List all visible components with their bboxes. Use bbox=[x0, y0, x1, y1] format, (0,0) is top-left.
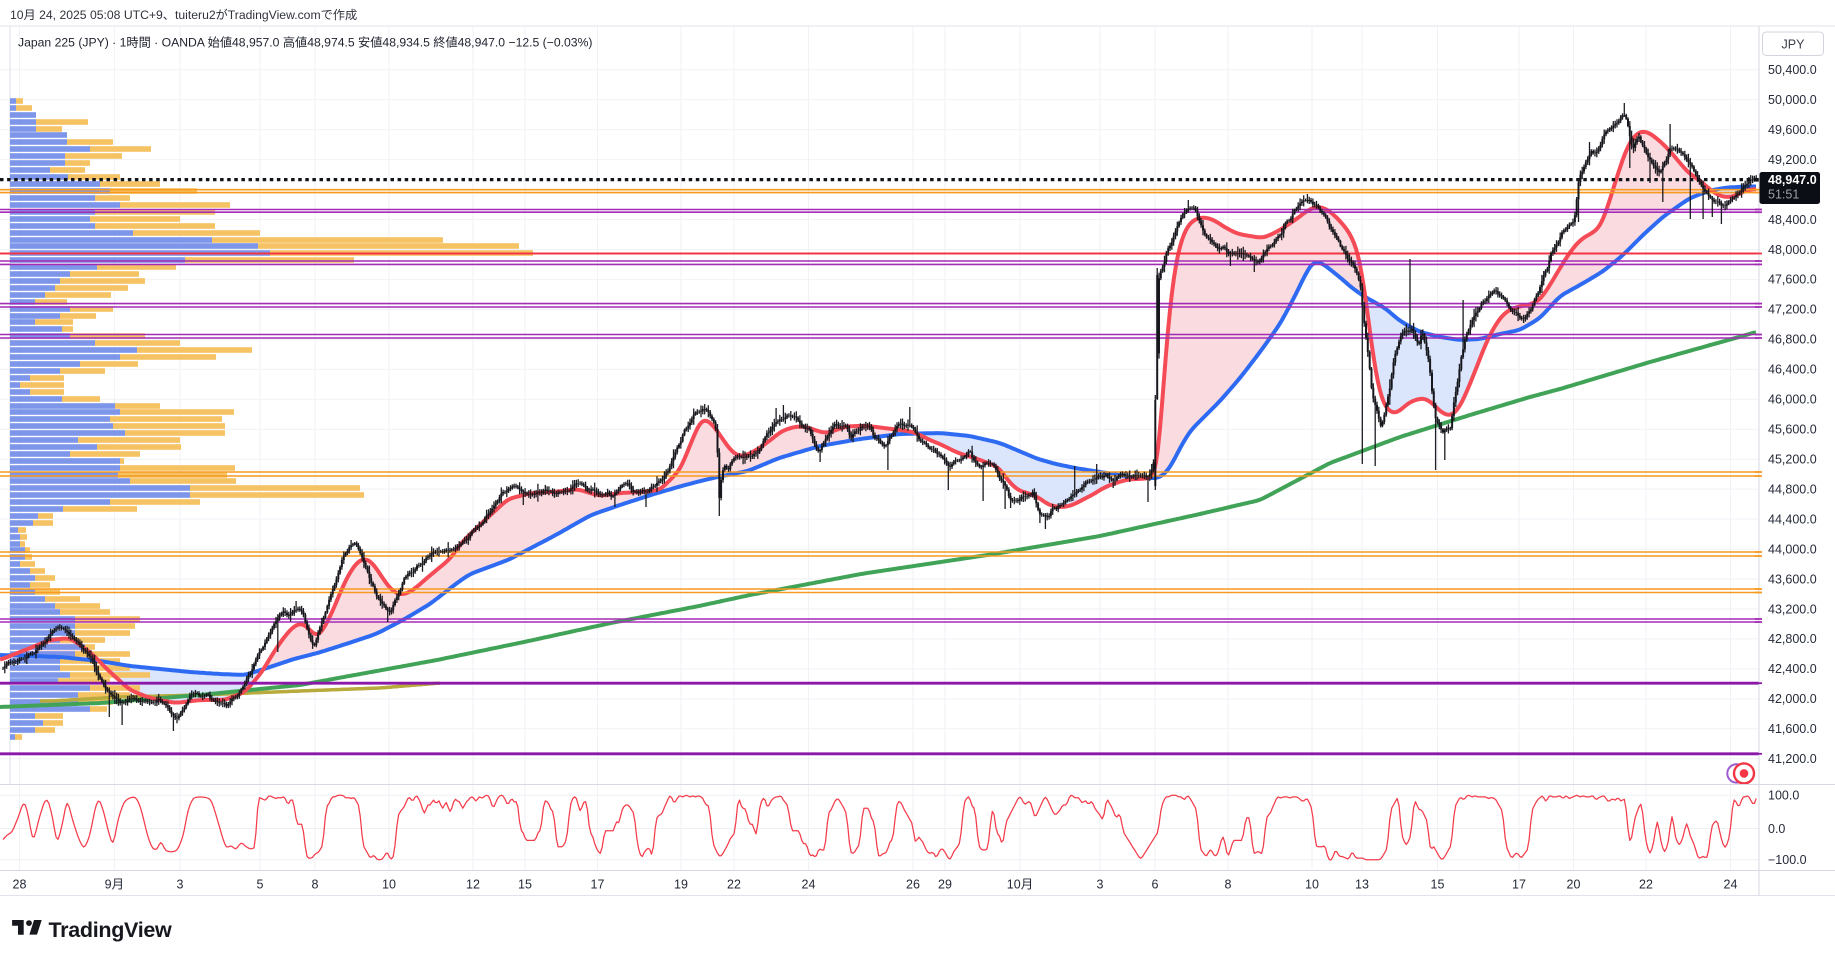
svg-text:48,400.0: 48,400.0 bbox=[1768, 213, 1817, 227]
svg-text:45,200.0: 45,200.0 bbox=[1768, 453, 1817, 467]
svg-text:48,000.0: 48,000.0 bbox=[1768, 243, 1817, 257]
svg-text:9月: 9月 bbox=[105, 878, 124, 892]
svg-text:8: 8 bbox=[1225, 878, 1232, 892]
svg-text:42,000.0: 42,000.0 bbox=[1768, 692, 1817, 706]
svg-text:46,400.0: 46,400.0 bbox=[1768, 363, 1817, 377]
svg-text:42,800.0: 42,800.0 bbox=[1768, 632, 1817, 646]
svg-text:15: 15 bbox=[1431, 878, 1445, 892]
svg-text:3: 3 bbox=[1097, 878, 1104, 892]
svg-text:41,200.0: 41,200.0 bbox=[1768, 752, 1817, 766]
svg-text:17: 17 bbox=[1512, 878, 1526, 892]
svg-text:17: 17 bbox=[591, 878, 605, 892]
svg-text:41,600.0: 41,600.0 bbox=[1768, 722, 1817, 736]
svg-text:44,000.0: 44,000.0 bbox=[1768, 542, 1817, 556]
svg-text:50,400.0: 50,400.0 bbox=[1768, 63, 1817, 77]
svg-text:0.0: 0.0 bbox=[1768, 822, 1785, 836]
svg-text:42,400.0: 42,400.0 bbox=[1768, 662, 1817, 676]
svg-text:44,800.0: 44,800.0 bbox=[1768, 482, 1817, 496]
svg-text:29: 29 bbox=[938, 878, 952, 892]
svg-text:28: 28 bbox=[13, 878, 27, 892]
svg-text:10: 10 bbox=[382, 878, 396, 892]
svg-text:49,200.0: 49,200.0 bbox=[1768, 153, 1817, 167]
svg-text:46,800.0: 46,800.0 bbox=[1768, 333, 1817, 347]
svg-text:22: 22 bbox=[1639, 878, 1653, 892]
svg-text:20: 20 bbox=[1567, 878, 1581, 892]
svg-text:Japan 225 (JPY) · 1時間 · OANDA: Japan 225 (JPY) · 1時間 · OANDA 始値48,957.0… bbox=[18, 35, 592, 50]
svg-text:43,600.0: 43,600.0 bbox=[1768, 572, 1817, 586]
svg-text:46,000.0: 46,000.0 bbox=[1768, 393, 1817, 407]
svg-text:6: 6 bbox=[1152, 878, 1159, 892]
svg-text:19: 19 bbox=[674, 878, 688, 892]
svg-text:100.0: 100.0 bbox=[1768, 789, 1799, 803]
svg-text:JPY: JPY bbox=[1782, 37, 1806, 51]
svg-text:13: 13 bbox=[1355, 878, 1369, 892]
svg-text:−100.0: −100.0 bbox=[1768, 853, 1807, 867]
svg-text:TradingView: TradingView bbox=[49, 918, 173, 942]
svg-text:26: 26 bbox=[906, 878, 920, 892]
svg-text:48,947.0: 48,947.0 bbox=[1768, 173, 1817, 187]
svg-text:5: 5 bbox=[257, 878, 264, 892]
svg-text:47,200.0: 47,200.0 bbox=[1768, 303, 1817, 317]
svg-text:10月: 10月 bbox=[1007, 878, 1033, 892]
svg-text:3: 3 bbox=[177, 878, 184, 892]
svg-text:51:51: 51:51 bbox=[1768, 188, 1799, 202]
svg-text:12: 12 bbox=[466, 878, 480, 892]
svg-text:10: 10 bbox=[1305, 878, 1319, 892]
svg-text:24: 24 bbox=[802, 878, 816, 892]
svg-text:50,000.0: 50,000.0 bbox=[1768, 93, 1817, 107]
svg-text:44,400.0: 44,400.0 bbox=[1768, 512, 1817, 526]
svg-text:10月 24, 2025 05:08 UTC+9、tuite: 10月 24, 2025 05:08 UTC+9、tuiteru2がTradin… bbox=[10, 7, 357, 22]
svg-text:22: 22 bbox=[727, 878, 741, 892]
svg-text:47,600.0: 47,600.0 bbox=[1768, 273, 1817, 287]
svg-text:8: 8 bbox=[312, 878, 319, 892]
svg-text:45,600.0: 45,600.0 bbox=[1768, 423, 1817, 437]
svg-text:24: 24 bbox=[1724, 878, 1738, 892]
svg-text:43,200.0: 43,200.0 bbox=[1768, 602, 1817, 616]
svg-text:49,600.0: 49,600.0 bbox=[1768, 123, 1817, 137]
svg-text:15: 15 bbox=[518, 878, 532, 892]
